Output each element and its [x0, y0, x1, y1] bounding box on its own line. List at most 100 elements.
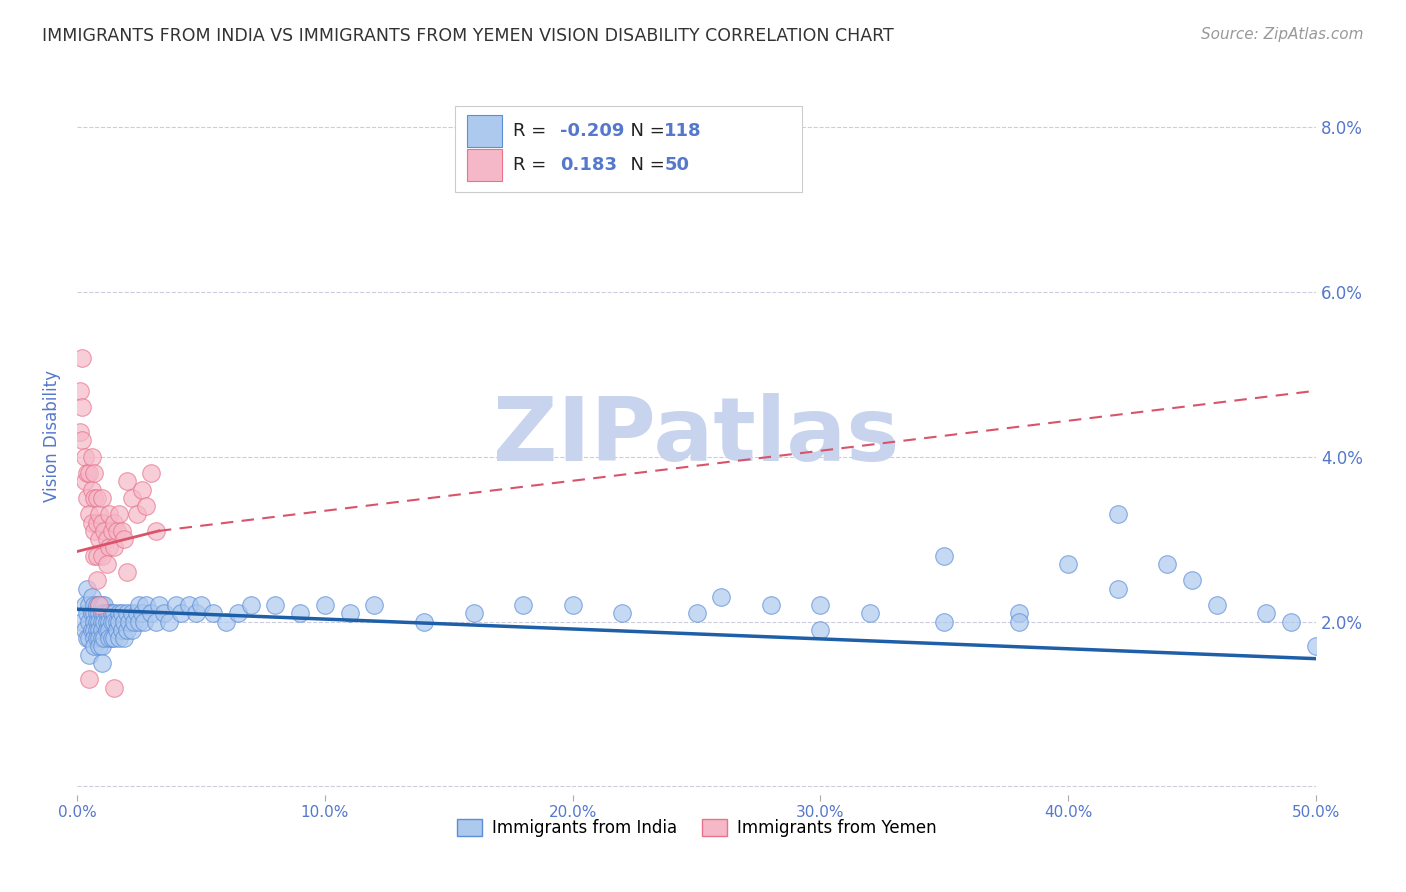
Point: [108, 607, 131, 621]
Point: [89, 598, 111, 612]
Point: [131, 607, 153, 621]
Point: [131, 483, 153, 497]
Point: [83, 623, 105, 637]
Point: [1279, 615, 1302, 629]
Point: [98, 631, 121, 645]
Point: [80, 607, 103, 621]
Point: [86, 549, 108, 563]
Text: IMMIGRANTS FROM INDIA VS IMMIGRANTS FROM YEMEN VISION DISABILITY CORRELATION CHA: IMMIGRANTS FROM INDIA VS IMMIGRANTS FROM…: [42, 27, 894, 45]
Point: [90, 491, 112, 505]
Point: [141, 607, 163, 621]
Point: [79, 466, 101, 480]
Point: [108, 631, 131, 645]
FancyBboxPatch shape: [467, 149, 502, 181]
Point: [90, 623, 112, 637]
Point: [810, 598, 832, 612]
Point: [83, 615, 105, 629]
Point: [83, 598, 105, 612]
Point: [76, 582, 98, 596]
Point: [93, 607, 115, 621]
Point: [90, 516, 112, 530]
Point: [111, 524, 134, 538]
Point: [103, 541, 125, 555]
Point: [86, 623, 108, 637]
Point: [83, 640, 105, 654]
Point: [86, 516, 108, 530]
Point: [70, 433, 93, 447]
Text: ZIPatlas: ZIPatlas: [494, 392, 900, 480]
Point: [128, 615, 150, 629]
Point: [73, 475, 96, 489]
Point: [148, 598, 170, 612]
Point: [112, 615, 135, 629]
Point: [86, 491, 108, 505]
Point: [1008, 615, 1031, 629]
Point: [934, 615, 956, 629]
Point: [122, 615, 145, 629]
Point: [170, 607, 193, 621]
Point: [215, 615, 238, 629]
Point: [101, 607, 124, 621]
Point: [314, 598, 336, 612]
Point: [70, 401, 93, 415]
Point: [561, 598, 583, 612]
Point: [108, 615, 131, 629]
Point: [112, 532, 135, 546]
Point: [239, 598, 262, 612]
Point: [90, 656, 112, 670]
Point: [93, 598, 115, 612]
Point: [121, 623, 143, 637]
Text: -0.209: -0.209: [560, 122, 624, 140]
Point: [105, 615, 128, 629]
Point: [101, 631, 124, 645]
Point: [103, 631, 125, 645]
Point: [98, 508, 121, 522]
Point: [83, 524, 105, 538]
Point: [86, 598, 108, 612]
Point: [145, 524, 167, 538]
Point: [135, 499, 157, 513]
Text: 50: 50: [665, 156, 689, 174]
Point: [141, 466, 163, 480]
Point: [685, 607, 707, 621]
Point: [512, 598, 534, 612]
Point: [1181, 574, 1204, 588]
Point: [96, 532, 118, 546]
Point: [184, 607, 207, 621]
Point: [103, 516, 125, 530]
Point: [70, 351, 93, 365]
Point: [79, 615, 101, 629]
Point: [96, 557, 118, 571]
Point: [264, 598, 287, 612]
Point: [98, 541, 121, 555]
Point: [135, 598, 157, 612]
Text: N =: N =: [619, 122, 671, 140]
Point: [96, 623, 118, 637]
Point: [118, 615, 141, 629]
Point: [89, 615, 111, 629]
Point: [89, 607, 111, 621]
Point: [83, 466, 105, 480]
Point: [98, 607, 121, 621]
Point: [86, 574, 108, 588]
Point: [1107, 582, 1129, 596]
FancyBboxPatch shape: [456, 106, 801, 192]
Point: [1206, 598, 1229, 612]
Text: N =: N =: [619, 156, 671, 174]
Point: [90, 615, 112, 629]
Point: [80, 483, 103, 497]
Point: [90, 598, 112, 612]
Point: [115, 623, 138, 637]
Point: [934, 549, 956, 563]
Point: [463, 607, 485, 621]
Point: [115, 607, 138, 621]
Point: [89, 640, 111, 654]
Point: [1256, 607, 1278, 621]
Point: [105, 623, 128, 637]
Point: [69, 384, 91, 398]
Point: [132, 615, 155, 629]
Y-axis label: Vision Disability: Vision Disability: [44, 370, 60, 502]
Point: [89, 623, 111, 637]
Point: [103, 681, 125, 695]
Point: [89, 598, 111, 612]
